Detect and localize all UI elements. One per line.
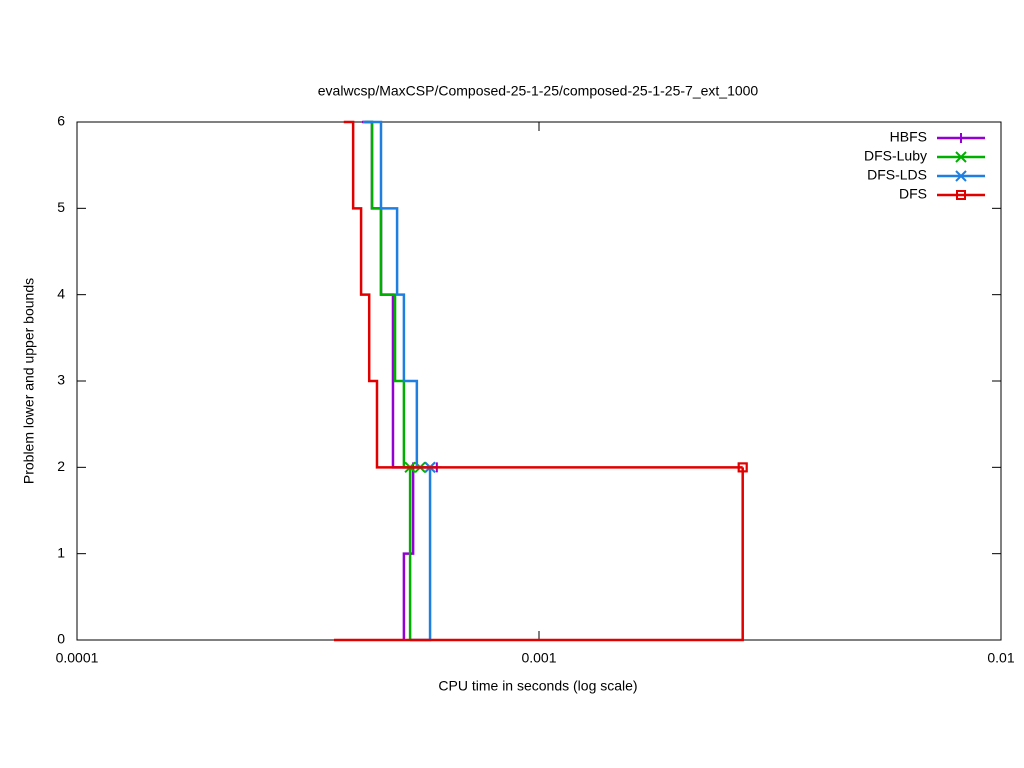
legend-label: DFS-Luby [864, 148, 927, 164]
marker [955, 151, 967, 163]
y-tick-label: 4 [57, 285, 65, 301]
x-tick-label: 0.01 [987, 650, 1014, 666]
y-tick-label: 5 [57, 199, 65, 215]
legend-label: DFS [899, 186, 927, 202]
marker [956, 133, 966, 143]
x-axis-label: CPU time in seconds (log scale) [438, 678, 637, 694]
marker [737, 462, 748, 473]
legend-label: DFS-LDS [867, 167, 927, 183]
marker [955, 170, 967, 182]
series-line [334, 120, 744, 642]
marker [956, 190, 966, 200]
y-tick-label: 6 [57, 113, 65, 129]
y-axis-label: Problem lower and upper bounds [21, 278, 37, 484]
x-tick-label: 0.001 [521, 650, 556, 666]
y-tick-label: 3 [57, 372, 65, 388]
y-tick-label: 0 [57, 631, 65, 647]
y-tick-label: 2 [57, 458, 65, 474]
legend-label: HBFS [890, 129, 927, 145]
series-line [364, 120, 421, 640]
x-tick-label: 0.0001 [56, 650, 99, 666]
chart-title: evalwcsp/MaxCSP/Composed-25-1-25/compose… [318, 83, 759, 99]
y-tick-label: 1 [57, 544, 65, 560]
